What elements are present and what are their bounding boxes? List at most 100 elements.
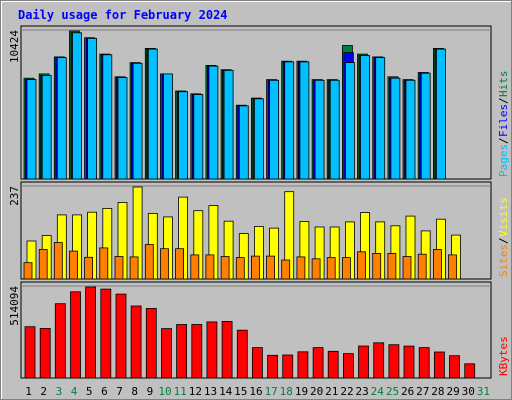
bar-pages-day-24: [375, 57, 386, 180]
bar-kbytes-day-17: [267, 354, 279, 379]
bar-kbytes-day-29: [449, 355, 460, 379]
bar-kbytes-day-12: [191, 324, 203, 379]
bar-sites-day-23: [357, 251, 366, 280]
x-tick-label: 23: [355, 385, 368, 398]
x-tick-label: 15: [234, 385, 247, 398]
bar-pages-day-19: [299, 61, 310, 180]
bar-sites-day-2: [38, 249, 48, 280]
bar-kbytes-day-22: [342, 353, 354, 379]
legend-pages: Pages: [497, 144, 510, 177]
bar-pages-day-16: [253, 98, 264, 180]
bar-sites-day-6: [99, 247, 109, 280]
bar-kbytes-day-23: [358, 345, 369, 379]
x-tick-label: 17: [265, 385, 278, 398]
bar-pages-day-23: [360, 55, 370, 180]
y-max-label-visits-sites: 237: [8, 186, 21, 206]
bar-sites-day-11: [175, 248, 185, 280]
bar-pages-day-18: [284, 61, 295, 180]
bar-kbytes-day-8: [130, 305, 142, 379]
bar-pages-day-28: [435, 48, 446, 180]
bar-sites-day-15: [235, 257, 245, 280]
legend-separator: /: [497, 97, 510, 104]
legend-separator: /: [497, 237, 510, 244]
bar-kbytes-day-11: [176, 324, 188, 379]
bar-kbytes-day-25: [388, 344, 400, 379]
bar-kbytes-day-18: [282, 354, 294, 379]
x-tick-label: 9: [147, 385, 154, 398]
bar-pages-day-13: [208, 65, 219, 180]
legend-hits: Hits: [497, 71, 510, 98]
bar-pages-day-1: [26, 79, 37, 180]
x-tick-label: 1: [25, 385, 32, 398]
x-tick-label: 10: [158, 385, 171, 398]
bar-kbytes-day-26: [403, 345, 415, 379]
y-max-label-pages-files-hits: 10424: [8, 30, 21, 63]
bar-kbytes-day-28: [433, 351, 445, 379]
bar-pages-day-20: [314, 79, 325, 180]
bar-kbytes-day-15: [236, 329, 248, 379]
chart-title: Daily usage for February 2024: [18, 8, 228, 22]
bar-pages-day-15: [238, 105, 249, 180]
bar-sites-day-20: [311, 258, 321, 280]
x-tick-label: 29: [446, 385, 459, 398]
bar-sites-day-5: [84, 256, 93, 280]
x-tick-label: 7: [116, 385, 123, 398]
y-max-label-kbytes: 514094: [8, 286, 21, 326]
bar-kbytes-day-5: [85, 286, 96, 379]
x-tick-label: 26: [401, 385, 414, 398]
bar-pages-day-22: [344, 62, 355, 180]
x-tick-label: 30: [462, 385, 475, 398]
x-tick-label: 19: [295, 385, 308, 398]
x-tick-label: 3: [56, 385, 63, 398]
bar-sites-day-9: [144, 244, 154, 280]
bar-sites-day-22: [341, 257, 351, 280]
bar-pages-day-5: [87, 38, 97, 180]
bar-kbytes-day-10: [161, 328, 172, 379]
x-tick-label: 27: [416, 385, 429, 398]
bar-kbytes-day-30: [464, 363, 476, 379]
bar-kbytes-day-13: [206, 321, 218, 379]
bar-kbytes-day-9: [145, 307, 157, 379]
bar-sites-day-8: [129, 256, 139, 280]
bar-pages-day-10: [163, 73, 173, 180]
bar-pages-day-27: [420, 72, 431, 180]
bar-pages-day-8: [132, 62, 143, 180]
x-tick-label: 28: [431, 385, 444, 398]
bar-kbytes-day-27: [418, 347, 430, 379]
bar-pages-day-6: [102, 54, 113, 180]
bar-pages-day-2: [41, 75, 52, 180]
bar-sites-day-18: [281, 259, 291, 280]
bar-sites-day-19: [296, 256, 306, 280]
x-tick-label: 22: [340, 385, 353, 398]
x-tick-label: 31: [477, 385, 490, 398]
bar-sites-day-16: [250, 255, 260, 280]
bar-sites-day-3: [53, 242, 63, 280]
x-tick-label: 11: [174, 385, 187, 398]
bar-pages-day-25: [390, 77, 401, 180]
x-tick-label: 21: [325, 385, 338, 398]
x-tick-label: 5: [86, 385, 93, 398]
x-tick-label: 25: [386, 385, 399, 398]
bar-kbytes-day-4: [70, 291, 81, 379]
x-tick-label: 13: [204, 385, 217, 398]
bar-pages-day-17: [269, 79, 280, 180]
bar-pages-day-11: [178, 91, 189, 180]
bar-pages-day-9: [147, 48, 158, 180]
x-tick-label: 12: [189, 385, 202, 398]
bar-kbytes-day-16: [251, 347, 263, 379]
bar-kbytes-day-14: [221, 320, 233, 379]
bar-sites-day-17: [266, 255, 276, 280]
bar-kbytes-day-6: [100, 288, 112, 379]
bar-sites-day-1: [23, 262, 33, 280]
bar-kbytes-day-24: [373, 342, 385, 379]
bar-kbytes-day-1: [24, 326, 36, 379]
bar-sites-day-29: [448, 254, 457, 280]
bar-pages-day-26: [405, 79, 416, 180]
bar-sites-day-4: [69, 250, 78, 280]
bar-pages-day-12: [193, 94, 204, 180]
bar-kbytes-day-2: [39, 327, 51, 379]
x-tick-label: 4: [71, 385, 78, 398]
legend-separator: /: [497, 137, 510, 144]
bar-pages-day-14: [223, 70, 234, 180]
